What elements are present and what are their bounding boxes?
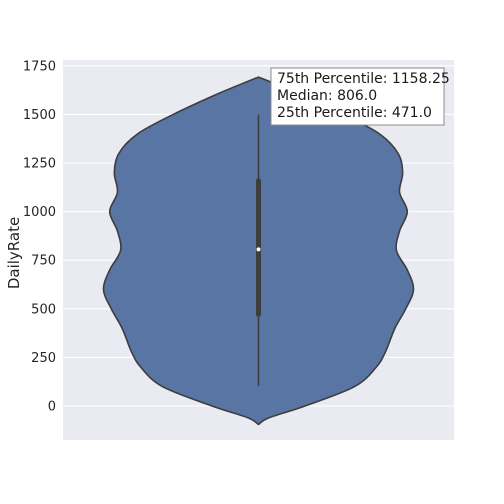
y-tick-label-500: 500 <box>31 302 56 317</box>
y-tick-label-1750: 1750 <box>23 59 56 74</box>
y-tick-label-1500: 1500 <box>23 108 56 123</box>
median-point <box>256 247 261 252</box>
y-tick-label-0: 0 <box>48 399 56 414</box>
annotation-line-median: Median: 806.0 <box>277 88 377 104</box>
annotation-line-q3: 75th Percentile: 1158.25 <box>277 71 450 87</box>
annotation-box <box>270 67 445 126</box>
y-tick-labels: 0 250 500 750 1000 1250 1500 1750 <box>23 59 56 414</box>
annotation-line-q1: 25th Percentile: 471.0 <box>277 105 432 121</box>
inner-box-layer <box>256 114 261 387</box>
y-tick-label-250: 250 <box>31 351 56 366</box>
y-axis-label: DailyRate <box>5 217 23 289</box>
y-tick-label-750: 750 <box>31 254 56 269</box>
y-tick-label-1250: 1250 <box>23 157 56 172</box>
percentile-annotation: 75th Percentile: 1158.25 Median: 806.0 2… <box>270 67 450 126</box>
y-tick-label-1000: 1000 <box>23 205 56 220</box>
